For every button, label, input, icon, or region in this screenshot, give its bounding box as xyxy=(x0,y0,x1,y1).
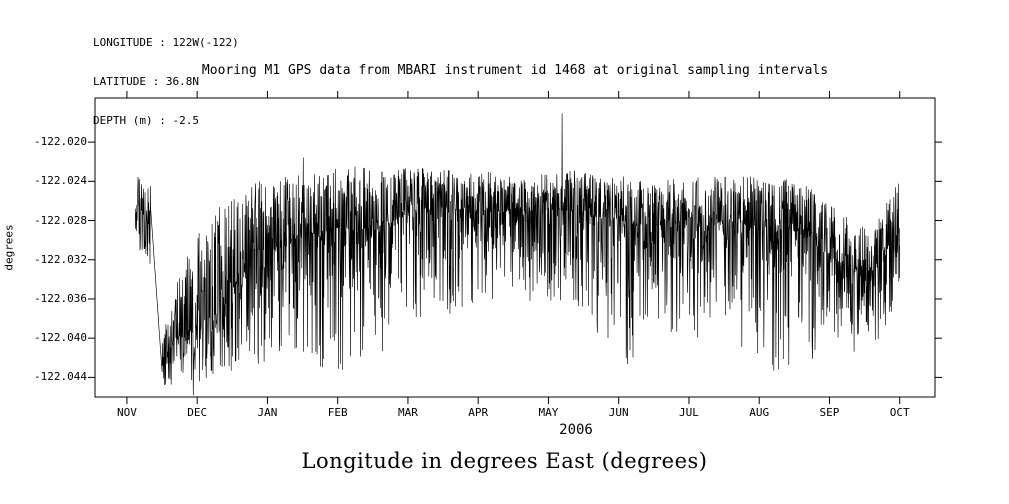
chart-title: Mooring M1 GPS data from MBARI instrumen… xyxy=(201,63,829,78)
metadata-longitude: LONGITUDE : 122W(-122) xyxy=(93,36,239,49)
metadata-latitude: LATITUDE : 36.8N xyxy=(93,75,199,88)
metadata-depth: DEPTH (m) : -2.5 xyxy=(93,114,199,127)
figure-caption: Longitude in degrees East (degrees) xyxy=(301,449,708,473)
x-axis-year-label: 2006 xyxy=(559,422,593,438)
metadata-block: LONGITUDE : 122W(-122) LATITUDE : 36.8N … xyxy=(93,10,239,153)
